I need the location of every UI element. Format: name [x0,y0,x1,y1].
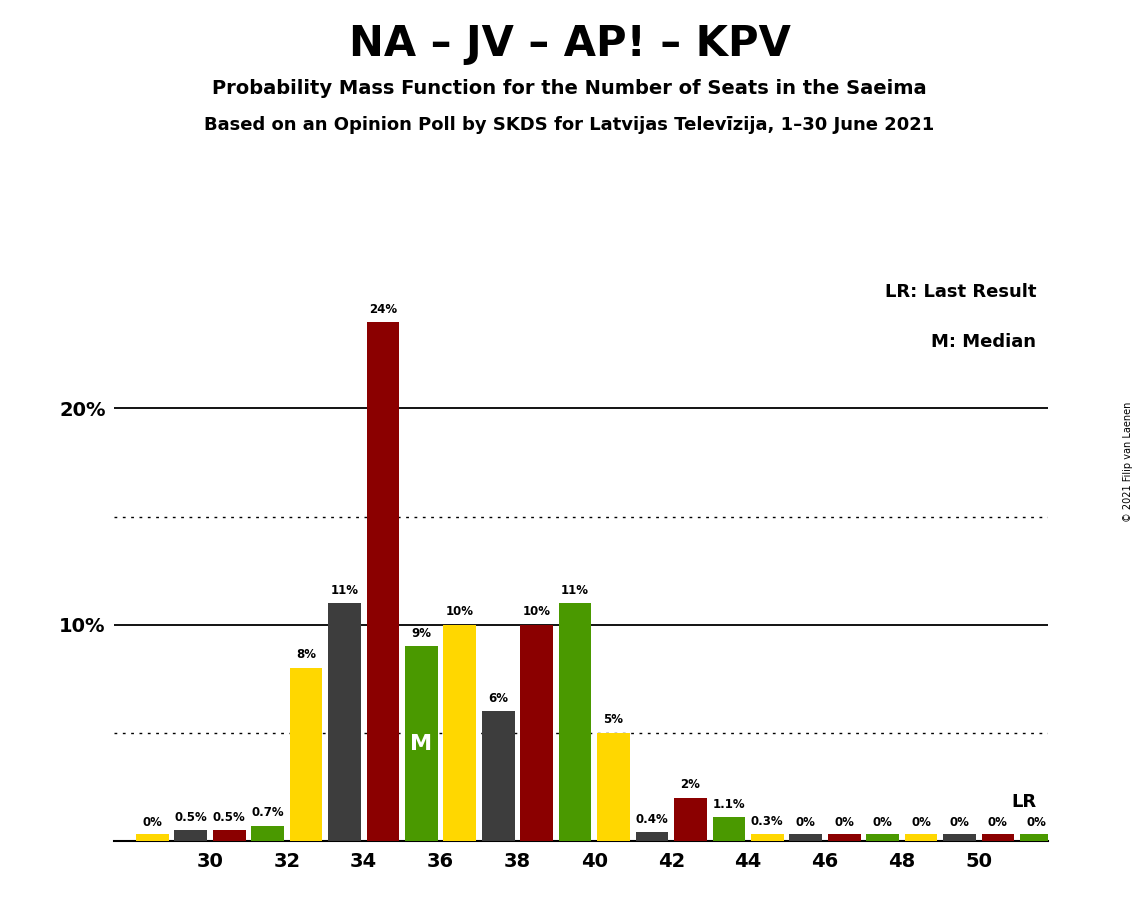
Text: M: M [410,734,433,754]
Text: 0%: 0% [834,816,854,829]
Bar [1021,834,1052,841]
Text: NA – JV – AP! – KPV: NA – JV – AP! – KPV [349,23,790,65]
Bar [482,711,515,841]
Text: LR: Last Result: LR: Last Result [885,283,1036,301]
Bar [713,817,745,841]
Text: M: Median: M: Median [932,333,1036,351]
Text: © 2021 Filip van Laenen: © 2021 Filip van Laenen [1123,402,1132,522]
Bar [904,834,937,841]
Text: 0%: 0% [911,816,931,829]
Bar [828,834,860,841]
Text: 2%: 2% [680,778,700,791]
Text: 8%: 8% [296,649,317,662]
Bar [289,668,322,841]
Bar [328,603,361,841]
Text: 0.7%: 0.7% [252,807,284,820]
Text: 0.4%: 0.4% [636,813,669,826]
Text: 24%: 24% [369,302,398,315]
Bar [367,322,400,841]
Bar [751,834,784,841]
Text: 0.5%: 0.5% [213,810,246,823]
Bar [521,625,554,841]
Bar [443,625,476,841]
Bar [213,830,246,841]
Text: 11%: 11% [330,584,359,597]
Text: 10%: 10% [445,605,474,618]
Bar [789,834,822,841]
Bar [867,834,899,841]
Text: 0%: 0% [1026,816,1047,829]
Text: 0.3%: 0.3% [751,815,784,828]
Bar [674,797,707,841]
Text: 0.5%: 0.5% [174,810,207,823]
Bar [136,834,169,841]
Text: 10%: 10% [523,605,550,618]
Text: 1.1%: 1.1% [713,797,745,810]
Text: 5%: 5% [604,713,623,726]
Text: Probability Mass Function for the Number of Seats in the Saeima: Probability Mass Function for the Number… [212,79,927,98]
Text: 0%: 0% [950,816,969,829]
Text: 0%: 0% [142,816,162,829]
Bar [174,830,207,841]
Text: LR: LR [1011,794,1036,811]
Text: Based on an Opinion Poll by SKDS for Latvijas Televīzija, 1–30 June 2021: Based on an Opinion Poll by SKDS for Lat… [204,116,935,133]
Text: 11%: 11% [562,584,589,597]
Bar [252,826,284,841]
Bar [405,646,437,841]
Bar [559,603,591,841]
Bar [597,733,630,841]
Bar [943,834,976,841]
Text: 6%: 6% [489,692,508,705]
Text: 0%: 0% [872,816,893,829]
Text: 0%: 0% [796,816,816,829]
Bar [982,834,1014,841]
Text: 0%: 0% [988,816,1008,829]
Bar [636,833,669,841]
Text: 9%: 9% [411,626,432,639]
